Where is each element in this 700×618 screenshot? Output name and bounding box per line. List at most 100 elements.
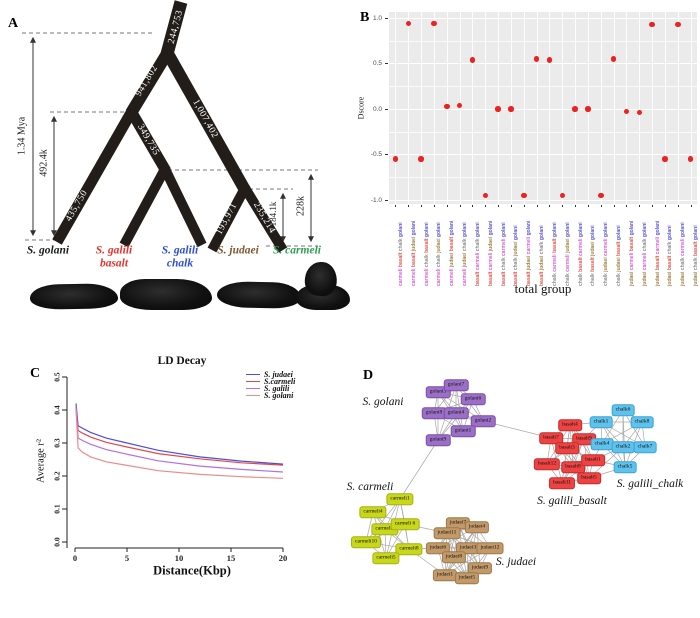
scatter-point <box>444 103 450 110</box>
species-label-2: S. galili chalk <box>161 244 199 269</box>
network-node-carmeli10: carmeli10 <box>351 536 381 548</box>
ld-decay-canvas <box>62 376 284 552</box>
x-label-word: judaei <box>436 238 443 253</box>
x-label-word: carmeli <box>551 254 558 272</box>
x-label-word: chalk <box>397 238 404 252</box>
grid-vertical <box>600 12 602 204</box>
x-label-word: golani <box>513 225 520 241</box>
x-label-word: chalk <box>577 273 584 286</box>
network-node-golani2: golani2 <box>470 415 496 427</box>
scatter-point <box>469 57 476 63</box>
x-label-word: basalt <box>577 257 584 272</box>
network-edge <box>622 409 626 468</box>
x-label-word: judaei <box>616 257 623 272</box>
legend-row: S. golani <box>246 391 295 399</box>
x-label-word: chalk <box>680 257 687 271</box>
x-label-word: golani <box>577 222 584 238</box>
grid-vertical <box>459 12 461 204</box>
network-node-golani9: golani9 <box>425 434 451 446</box>
time-arrows <box>30 36 314 243</box>
grid-vertical <box>523 12 525 204</box>
x-category-label: judaei carmeli chalk golani <box>642 222 648 286</box>
x-label-word: golani <box>641 222 648 238</box>
cluster-label-2: S. galili_chalk <box>616 478 684 490</box>
y-tick-label: 0.5 <box>372 60 382 67</box>
x-category-label: carmeli judaei chalk golani <box>462 222 468 286</box>
x-tick-mark <box>485 205 487 207</box>
x-tick-mark <box>600 205 602 207</box>
x-category-label: chalk carmeli judaei golani <box>565 222 571 286</box>
x-label-word: carmeli <box>397 268 404 286</box>
network-node-basalt11: basalt11 <box>548 477 576 489</box>
legend-row: S.carmeli <box>246 376 296 386</box>
network-node-chalk7: chalk7 <box>633 441 657 453</box>
x-label-word: carmeli <box>603 238 610 256</box>
x-label-word: judaei <box>654 271 661 286</box>
network-node-basalt12: basalt12 <box>533 458 561 470</box>
mole-rat-photo-judaei <box>216 281 302 309</box>
network-node-golani3: golani3 <box>425 386 451 398</box>
grid-minor <box>389 131 697 133</box>
x-label-word: chalk <box>474 238 481 252</box>
x-tick-mark <box>472 205 474 207</box>
x-label-word: chalk <box>667 241 674 255</box>
x-category-label: basalt chalk carmeli golani <box>501 222 507 286</box>
x-category-label: judaei basalt carmeli golani <box>655 221 661 286</box>
ld-x-tick-label: 10 <box>174 553 184 563</box>
grid-minor <box>389 86 697 87</box>
grid-major <box>389 154 697 155</box>
scatter-point <box>495 106 501 112</box>
time-label-228k: 228k <box>295 196 307 216</box>
x-label-word: judaei <box>680 271 687 286</box>
network-node-golani7: golani7 <box>443 379 469 391</box>
scatter-point <box>482 192 488 199</box>
ld-curve-Sgalili <box>75 406 284 473</box>
legend-line-swatch <box>246 394 260 397</box>
x-label-word: golani <box>551 222 558 238</box>
network-node-basalt7: basalt7 <box>539 432 563 444</box>
x-label-word: golani <box>487 220 494 236</box>
x-label-word: chalk <box>539 241 546 255</box>
x-label-word: chalk <box>616 273 623 286</box>
cluster-label-4: S. judaei <box>495 556 537 568</box>
ld-curve-Sgolani <box>75 409 284 479</box>
y-tick-mark <box>385 17 388 19</box>
x-label-word: chalk <box>590 273 597 286</box>
ld-decay-y-axis-title: Average r² <box>35 438 47 484</box>
scatter-plot-area <box>389 12 697 204</box>
grid-vertical <box>639 12 640 204</box>
x-label-word: golani <box>590 225 597 241</box>
x-label-word: judaei <box>513 241 520 256</box>
scatter-point <box>508 106 514 112</box>
grid-vertical <box>677 12 679 204</box>
scatter-point <box>559 192 565 199</box>
grid-vertical <box>626 12 628 204</box>
x-label-word: carmeli <box>474 252 481 271</box>
x-category-label: chalk basalt judaei golani <box>590 225 596 286</box>
x-label-word: golani <box>654 220 661 236</box>
x-category-label: carmeli chalk judaei golani <box>436 222 442 286</box>
x-tick-mark <box>498 205 500 207</box>
network-node-basalt5: basalt5 <box>577 472 601 484</box>
grid-major <box>389 108 697 110</box>
panel-a-letter: A <box>8 16 19 31</box>
legend-label: S.carmeli <box>264 376 296 386</box>
x-label-word: carmeli <box>449 268 456 286</box>
network-edges-canvas <box>365 384 646 579</box>
x-tick-mark <box>523 205 525 207</box>
ld-y-tick-label: 0.5 <box>52 372 62 382</box>
x-label-word: basalt <box>449 236 456 252</box>
ld-decay-legend: S. judaei S.carmeli S. galili S. golani <box>246 370 296 399</box>
x-label-word: basalt <box>590 257 597 272</box>
cluster-label-0: S. golani <box>362 396 404 408</box>
x-label-word: golani <box>474 222 481 238</box>
x-label-word: basalt <box>474 271 481 286</box>
ld-y-tick-label: 0.2 <box>52 471 62 481</box>
grid-minor <box>389 40 697 42</box>
x-tick-mark <box>562 205 564 207</box>
network-node-chalk6: chalk6 <box>611 404 635 416</box>
x-tick-mark <box>613 205 615 207</box>
x-label-word: judaei <box>590 241 597 256</box>
y-tick-mark <box>385 108 388 110</box>
